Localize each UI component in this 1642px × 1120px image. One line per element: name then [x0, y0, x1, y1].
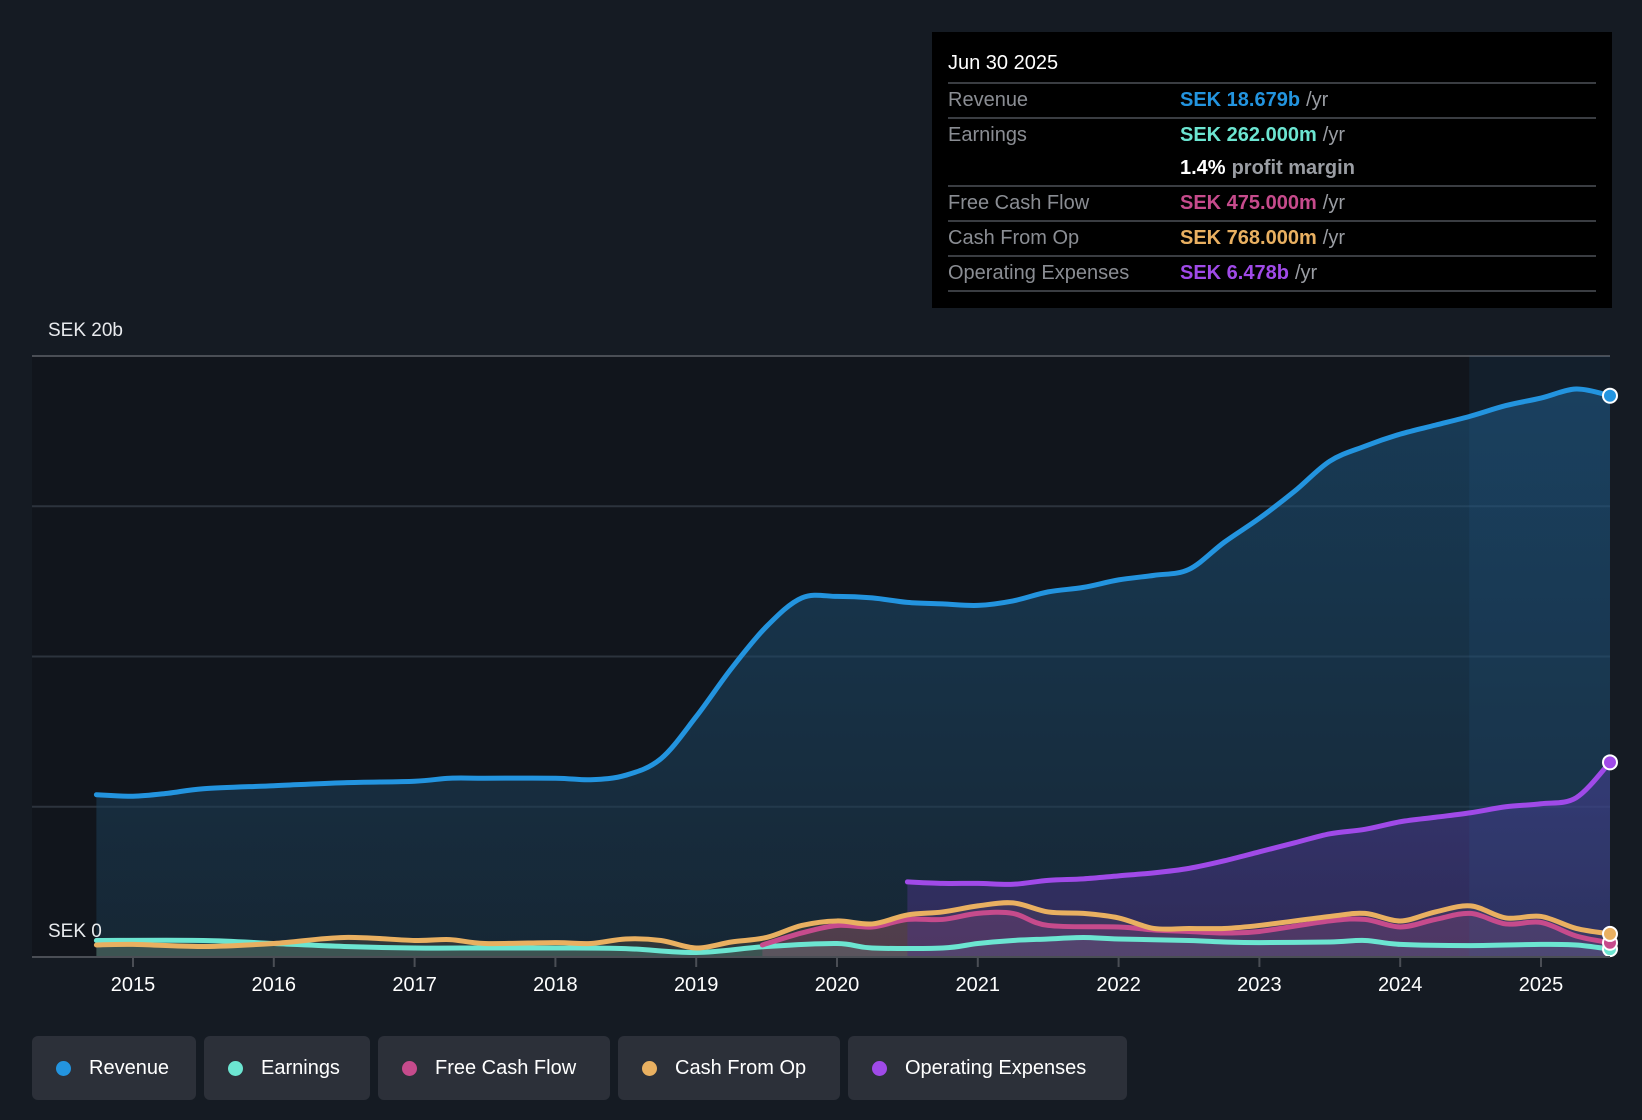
tooltip-unit: /yr — [1322, 192, 1345, 214]
legend-label: Revenue — [89, 1056, 170, 1079]
tooltip-date: Jun 30 2025 — [948, 52, 1059, 74]
x-tick-label: 2024 — [1378, 974, 1423, 996]
legend-label: Operating Expenses — [905, 1056, 1087, 1079]
tooltip-row-profit-margin: 1.4% profit margin — [948, 152, 1596, 185]
line-cash-from-op — [93, 900, 1613, 951]
x-tick-label: 2025 — [1519, 974, 1564, 996]
endpoint-cash-from-op[interactable] — [1601, 925, 1618, 942]
line-operating-expenses — [904, 759, 1613, 887]
series-endpoints — [1601, 387, 1618, 958]
x-tick-label: 2018 — [533, 974, 578, 996]
tooltip-row-free-cash-flow: Free Cash Flow SEK 475.000m /yr — [948, 185, 1596, 220]
y-axis-label-top: SEK 20b — [48, 320, 123, 341]
legend: Revenue Earnings Free Cash Flow Cash Fro… — [32, 1036, 1127, 1100]
legend-item-revenue[interactable]: Revenue — [32, 1036, 196, 1100]
tooltip-unit: /yr — [1322, 124, 1345, 146]
tooltip-unit: /yr — [1294, 262, 1318, 284]
tooltip-label: Free Cash Flow — [948, 192, 1090, 214]
legend-dot-icon — [56, 1060, 71, 1076]
profit-margin-value: 1.4% — [1180, 157, 1226, 179]
tooltip-value: SEK 6.478b — [1180, 262, 1289, 284]
line-revenue — [93, 386, 1613, 799]
tooltip-row-revenue: Revenue SEK 18.679b /yr — [948, 82, 1596, 117]
tooltip-value: SEK 768.000m — [1180, 227, 1317, 249]
line-free-cash-flow — [759, 909, 1613, 948]
tooltip-row-earnings: Earnings SEK 262.000m /yr — [948, 117, 1596, 152]
tooltip-row-operating-expenses: Operating Expenses SEK 6.478b /yr — [948, 255, 1596, 292]
legend-item-operating-expenses[interactable]: Operating Expenses — [848, 1036, 1127, 1100]
profit-margin-text: profit margin — [1231, 157, 1355, 179]
legend-label: Earnings — [261, 1056, 340, 1079]
x-tick-label: 2017 — [392, 974, 437, 996]
tooltip-value: SEK 475.000m — [1180, 192, 1317, 214]
highlight-region — [1469, 356, 1610, 957]
x-tick-label: 2015 — [111, 974, 156, 996]
legend-item-cash-from-op[interactable]: Cash From Op — [618, 1036, 840, 1100]
legend-label: Free Cash Flow — [435, 1056, 577, 1079]
tooltip-unit: /yr — [1322, 227, 1345, 249]
area-revenue — [96, 389, 1610, 957]
legend-item-free-cash-flow[interactable]: Free Cash Flow — [378, 1036, 610, 1100]
endpoint-operating-expenses[interactable] — [1601, 754, 1618, 771]
x-axis-ticks: 2015 2016 2017 2018 2019 2020 2021 2022 2023 2024… — [111, 957, 1564, 996]
series-lines — [93, 386, 1613, 955]
tooltip-label: Earnings — [948, 124, 1027, 146]
legend-label: Cash From Op — [675, 1056, 807, 1079]
endpoint-revenue[interactable] — [1601, 387, 1618, 404]
legend-dot-icon — [872, 1060, 887, 1076]
tooltip: Jun 30 2025 Revenue SEK 18.679b /yr Earn… — [932, 32, 1612, 308]
line-earnings — [93, 934, 1613, 955]
legend-dot-icon — [228, 1060, 243, 1076]
tooltip-unit: /yr — [1306, 89, 1329, 111]
tooltip-label: Operating Expenses — [948, 262, 1130, 284]
y-axis-label-zero: SEK 0 — [48, 921, 102, 942]
area-operating-expenses — [907, 762, 1610, 957]
x-tick-label: 2016 — [252, 974, 297, 996]
x-tick-label: 2022 — [1096, 974, 1141, 996]
x-tick-label: 2021 — [956, 974, 1001, 996]
x-tick-label: 2020 — [815, 974, 860, 996]
x-tick-label: 2023 — [1237, 974, 1282, 996]
tooltip-label: Revenue — [948, 89, 1029, 111]
tooltip-value: SEK 262.000m — [1180, 124, 1317, 146]
legend-item-earnings[interactable]: Earnings — [204, 1036, 370, 1100]
tooltip-row-cash-from-op: Cash From Op SEK 768.000m /yr — [948, 220, 1596, 255]
legend-dot-icon — [642, 1060, 657, 1076]
x-tick-label: 2019 — [674, 974, 719, 996]
tooltip-value: SEK 18.679b — [1180, 89, 1301, 111]
tooltip-label: Cash From Op — [948, 227, 1080, 249]
legend-dot-icon — [402, 1060, 417, 1076]
